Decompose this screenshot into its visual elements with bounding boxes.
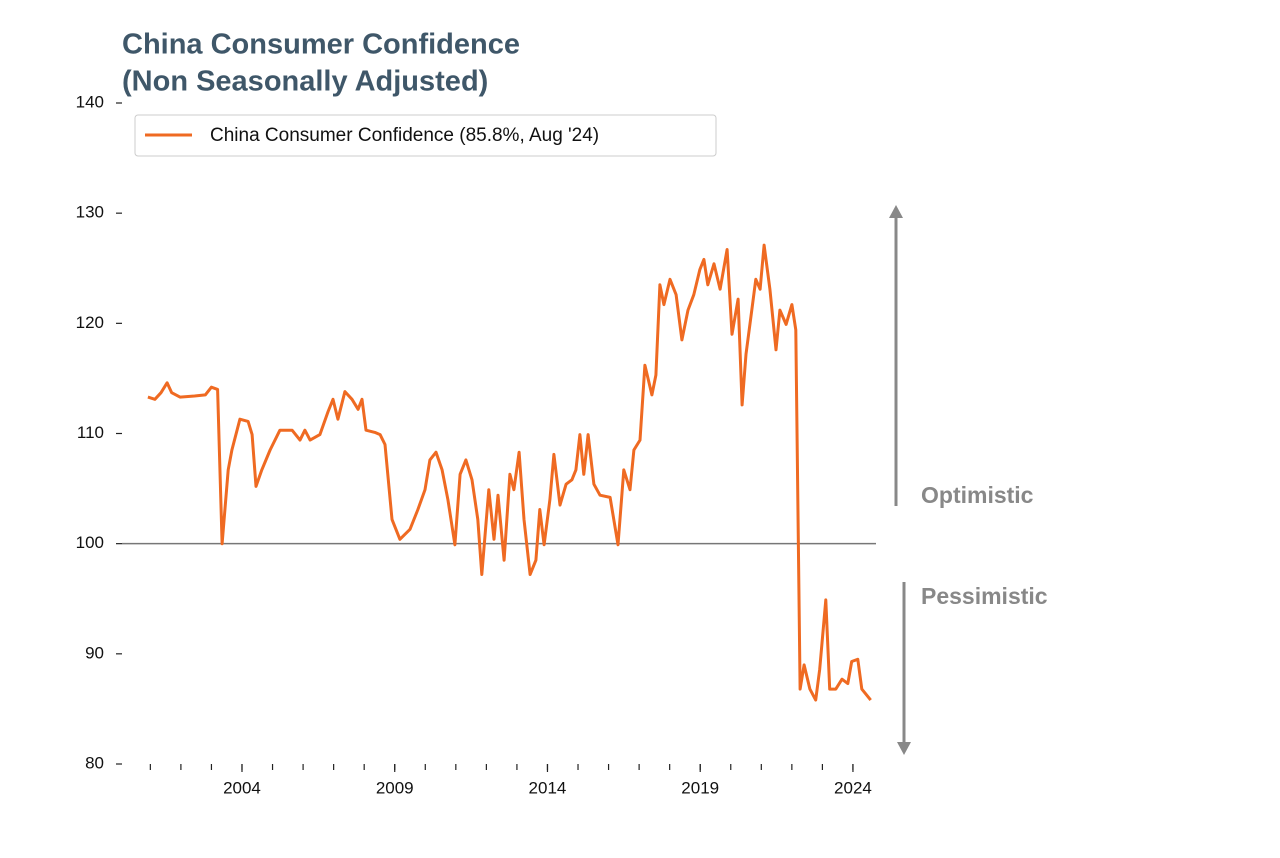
chart-title: China Consumer Confidence xyxy=(122,29,520,61)
annotation: Pessimistic xyxy=(921,583,1048,609)
y-tick-label: 110 xyxy=(77,423,104,442)
x-tick-label: 2024 xyxy=(834,778,872,797)
y-tick-label: 140 xyxy=(76,92,104,111)
annotation: Optimistic xyxy=(921,482,1034,508)
legend-box xyxy=(134,114,717,157)
y-tick-label: 80 xyxy=(85,753,104,772)
y-tick-label: 130 xyxy=(76,203,104,222)
x-tick-label: 2014 xyxy=(529,778,567,797)
optimistic-arrow xyxy=(889,205,903,506)
data-line xyxy=(147,243,872,702)
y-tick-label: 90 xyxy=(85,643,104,662)
chart-subtitle: (Non Seasonally Adjusted) xyxy=(122,66,488,98)
legend-label: China Consumer Confidence (85.8%, Aug '2… xyxy=(210,125,599,146)
pessimistic-arrow xyxy=(897,582,911,755)
y-tick-label: 100 xyxy=(76,533,104,552)
y-tick-label: 120 xyxy=(76,313,104,332)
x-tick-label: 2004 xyxy=(223,778,261,797)
x-tick-label: 2019 xyxy=(681,778,719,797)
x-tick-label: 2009 xyxy=(376,778,414,797)
